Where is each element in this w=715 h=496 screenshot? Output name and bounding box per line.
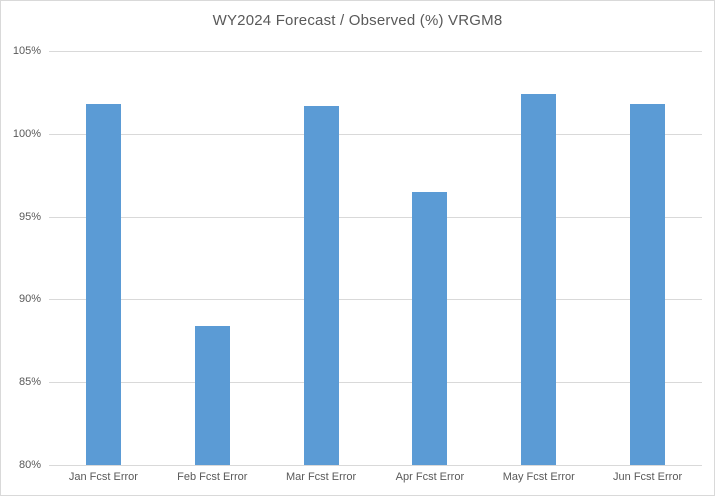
gridline — [49, 216, 702, 218]
y-axis-tick-label: 90% — [18, 293, 41, 306]
x-axis-category-label: Jan Fcst Error — [68, 471, 138, 483]
bar-apr — [412, 191, 448, 465]
x-axis-category-label: Mar Fcst Error — [285, 471, 357, 483]
bar-jan — [85, 103, 121, 465]
y-axis-tick-label: 100% — [12, 127, 41, 140]
gridline — [49, 133, 702, 135]
x-axis-category-label: Feb Fcst Error — [177, 471, 248, 483]
bar-feb — [194, 325, 230, 465]
x-axis-category-label: May Fcst Error — [502, 471, 575, 483]
gridline — [49, 299, 702, 301]
gridline — [49, 51, 702, 52]
x-axis-category-label: Apr Fcst Error — [395, 471, 465, 483]
bar-may — [521, 94, 557, 465]
chart-title: WY2024 Forecast / Observed (%) VRGM8 — [212, 12, 503, 29]
y-axis-tick-label: 105% — [12, 45, 41, 57]
gridline — [49, 382, 702, 384]
x-axis-line — [49, 465, 702, 466]
x-axis-category-label: Jun Fcst Error — [613, 471, 683, 483]
y-axis-tick-label: 80% — [18, 459, 41, 471]
y-axis-tick-label: 85% — [18, 376, 41, 389]
y-axis-tick-label: 95% — [18, 210, 41, 223]
bar-mar — [303, 105, 339, 465]
bar-jun — [630, 103, 666, 465]
